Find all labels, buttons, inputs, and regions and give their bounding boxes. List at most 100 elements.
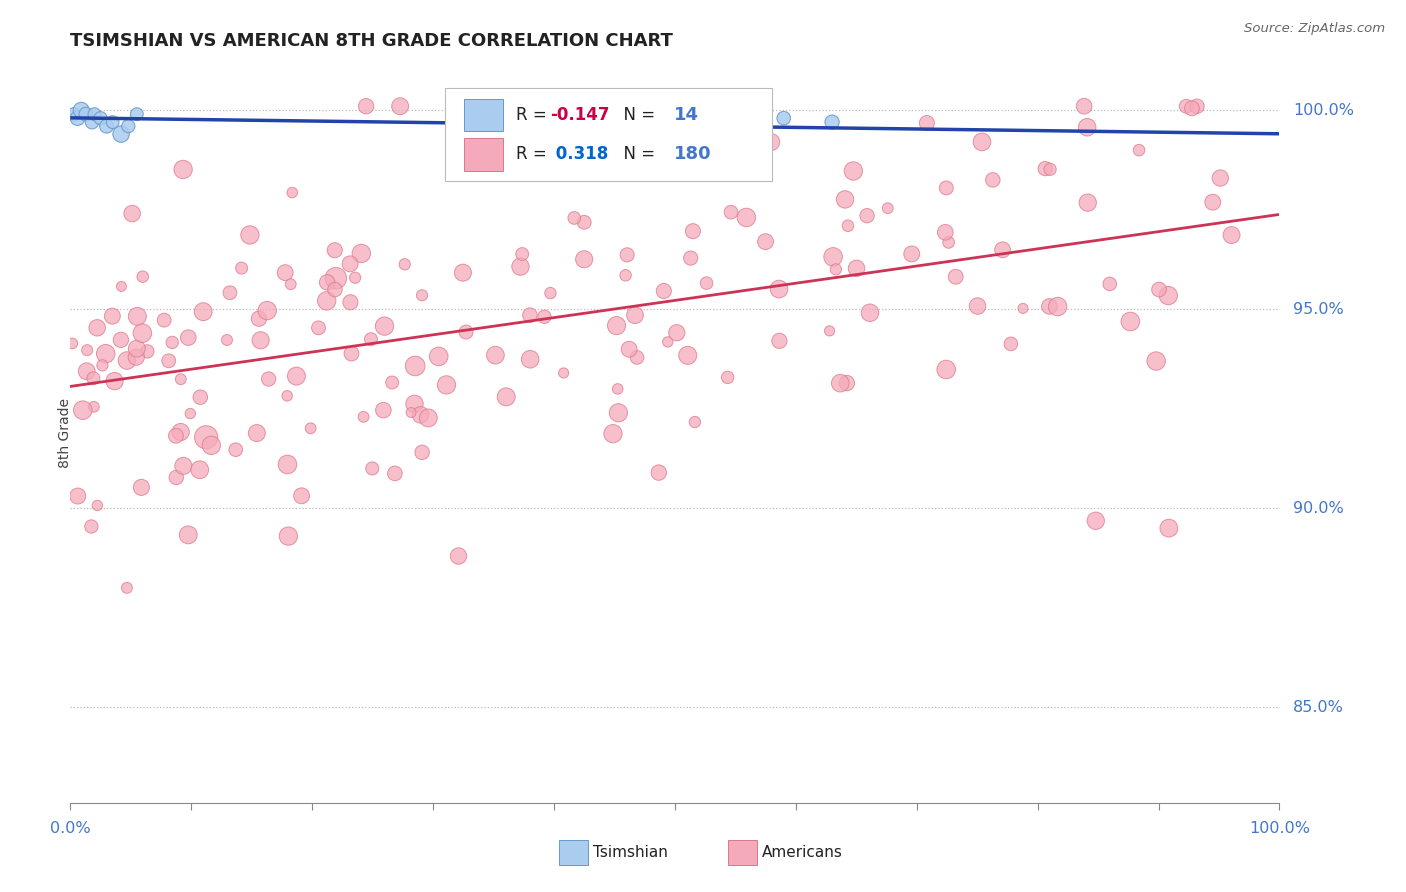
Point (193, 304, 215, 318)
Point (63, 107, 86, 121)
Point (125, 107, 148, 121)
Point (845, 261, 868, 276)
Point (1209, 171, 1232, 186)
Point (991, 243, 1014, 257)
Point (94, 347, 117, 361)
Point (970, 135, 993, 149)
Point (938, 235, 960, 250)
Point (696, 276, 718, 290)
Point (72, 403, 94, 417)
FancyBboxPatch shape (446, 88, 772, 181)
Point (160, 335, 183, 350)
Point (1077, 195, 1099, 210)
Point (177, 528, 200, 542)
Point (533, 310, 555, 324)
Point (823, 250, 845, 264)
Point (323, 283, 346, 297)
Text: TSIMSHIAN VS AMERICAN 8TH GRADE CORRELATION CHART: TSIMSHIAN VS AMERICAN 8TH GRADE CORRELAT… (70, 32, 673, 50)
Point (717, 370, 740, 384)
Point (80, 115, 103, 129)
Point (981, 173, 1004, 187)
Point (360, 332, 382, 346)
Point (683, 415, 706, 429)
Point (350, 246, 373, 260)
Point (1119, 314, 1142, 328)
FancyBboxPatch shape (464, 138, 503, 170)
Point (115, 581, 138, 595)
Text: 14: 14 (673, 106, 699, 124)
Point (1157, 288, 1180, 302)
Point (381, 376, 404, 390)
Point (66, 111, 89, 125)
Point (720, 205, 742, 219)
Point (96, 119, 118, 133)
Point (101, 309, 124, 323)
Point (225, 442, 247, 457)
Text: 90.0%: 90.0% (1294, 500, 1344, 516)
Point (399, 405, 422, 419)
Point (1076, 120, 1098, 135)
Text: 0.318: 0.318 (550, 145, 609, 163)
Point (934, 225, 956, 239)
Point (830, 376, 852, 391)
Point (1157, 521, 1180, 535)
Point (835, 376, 858, 390)
Text: Tsimshian: Tsimshian (593, 845, 668, 860)
Point (607, 406, 630, 420)
Text: 95.0%: 95.0% (1294, 301, 1344, 317)
Point (1147, 283, 1170, 297)
Point (1185, 99, 1208, 113)
Point (495, 390, 517, 404)
Point (876, 201, 898, 215)
Point (652, 284, 675, 298)
Point (915, 116, 938, 130)
Point (86, 321, 108, 335)
Point (1084, 514, 1107, 528)
Point (1046, 300, 1069, 314)
Point (276, 389, 298, 403)
Point (117, 119, 139, 133)
Point (606, 382, 628, 396)
Point (648, 466, 671, 480)
Point (276, 458, 298, 472)
Point (389, 99, 412, 113)
Point (935, 362, 957, 376)
Point (682, 224, 704, 238)
Point (153, 313, 176, 327)
Point (179, 407, 201, 421)
Point (136, 344, 159, 359)
Point (411, 288, 433, 302)
Point (1098, 277, 1121, 291)
Point (354, 99, 377, 113)
Point (761, 135, 783, 149)
Point (277, 529, 299, 543)
Point (83, 400, 105, 414)
Point (657, 334, 679, 349)
Point (384, 467, 406, 481)
Point (131, 326, 153, 341)
Point (353, 409, 375, 424)
Point (231, 261, 253, 276)
Point (818, 324, 841, 338)
Point (394, 257, 416, 271)
Text: R =: R = (516, 145, 553, 163)
Point (1128, 143, 1150, 157)
Point (83, 107, 105, 121)
Point (768, 282, 790, 296)
Point (315, 293, 337, 308)
Point (103, 374, 125, 388)
Point (509, 260, 531, 274)
Point (257, 372, 280, 386)
Point (484, 348, 506, 362)
Point (339, 295, 361, 310)
Point (626, 351, 648, 365)
Point (519, 308, 541, 322)
Point (323, 244, 346, 258)
Text: N =: N = (613, 145, 661, 163)
Text: N =: N = (613, 106, 661, 124)
Point (825, 262, 848, 277)
Point (285, 369, 308, 384)
Point (246, 426, 269, 441)
Point (165, 428, 187, 442)
Point (1144, 354, 1167, 368)
